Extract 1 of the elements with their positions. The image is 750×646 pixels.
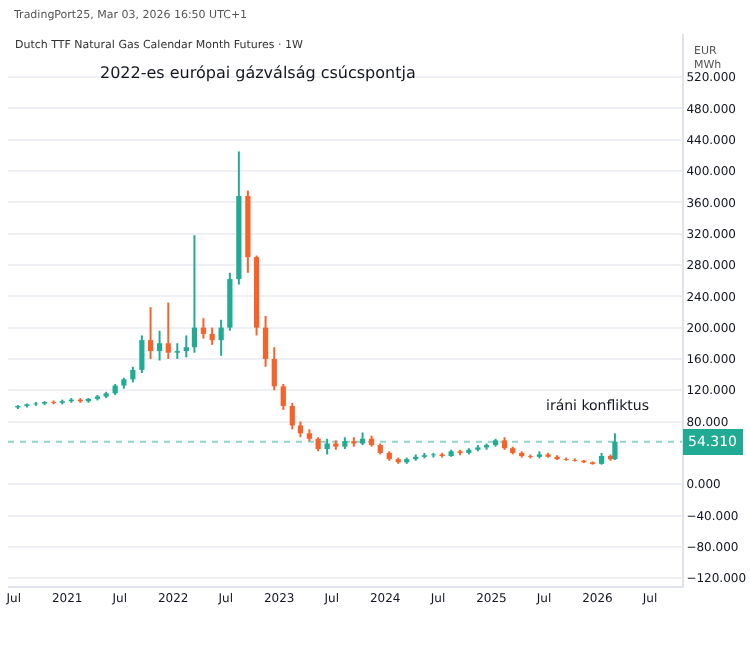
annotation: 2022-es európai gázválság csúcspontja [100,64,416,82]
